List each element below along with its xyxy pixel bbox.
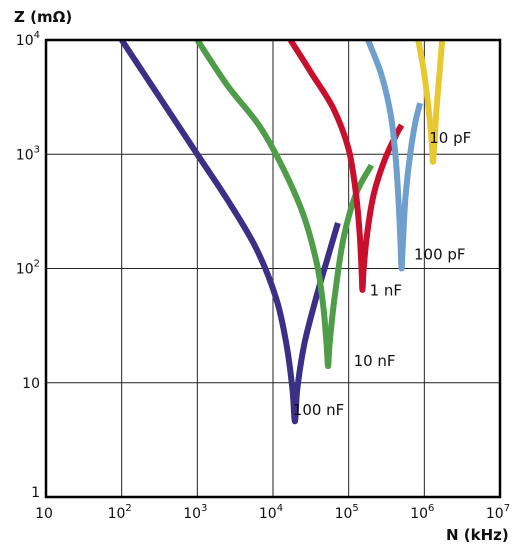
x-axis-title: N (kHz) bbox=[446, 526, 509, 544]
tick-exponent: 3 bbox=[201, 503, 207, 514]
x-tick-label: 102 bbox=[108, 503, 132, 522]
tick-base: 1 bbox=[31, 485, 40, 501]
x-tick-label: 104 bbox=[259, 503, 283, 522]
x-tick-label: 105 bbox=[335, 503, 359, 522]
x-tick-label: 103 bbox=[183, 503, 207, 522]
tick-exponent: 2 bbox=[34, 259, 40, 270]
y-tick-label: 10 bbox=[22, 376, 40, 392]
tick-base: 10 bbox=[16, 262, 34, 278]
series-label-1-nf: 1 nF bbox=[370, 282, 402, 300]
x-tick-label: 106 bbox=[410, 503, 434, 522]
plot-frame bbox=[44, 38, 502, 499]
series-label-100-pf: 100 pF bbox=[414, 245, 466, 263]
series-line-1-nf bbox=[287, 40, 405, 293]
tick-exponent: 3 bbox=[34, 144, 40, 155]
tick-exponent: 7 bbox=[504, 503, 510, 514]
tick-base: 10 bbox=[183, 506, 201, 522]
x-tick-label: 107 bbox=[486, 503, 510, 522]
series-line-10-pf bbox=[415, 40, 446, 165]
y-tick-label: 1 bbox=[31, 485, 40, 501]
series-line-10-nf bbox=[194, 40, 375, 370]
x-tick-label: 10 bbox=[35, 506, 53, 522]
tick-exponent: 2 bbox=[125, 503, 131, 514]
tick-base: 10 bbox=[486, 506, 504, 522]
grid-lines bbox=[45, 39, 501, 498]
tick-exponent: 6 bbox=[428, 503, 434, 514]
tick-base: 10 bbox=[108, 506, 126, 522]
tick-exponent: 5 bbox=[352, 503, 358, 514]
x-tick-labels: 10 102 103 104 105 106 107 bbox=[35, 503, 510, 522]
series-line-100-nf bbox=[119, 40, 341, 425]
series-line-100-pf bbox=[365, 40, 424, 272]
series-label-100-nf: 100 nF bbox=[293, 401, 345, 419]
y-axis-title: Z (mΩ) bbox=[14, 8, 72, 26]
tick-base: 10 bbox=[410, 506, 428, 522]
tick-base: 10 bbox=[35, 506, 53, 522]
y-tick-label: 103 bbox=[16, 144, 40, 163]
series-labels: 10 pF 100 pF 1 nF 10 nF 100 nF bbox=[293, 129, 471, 419]
series-curves bbox=[119, 40, 446, 425]
tick-base: 10 bbox=[16, 147, 34, 163]
y-tick-label: 104 bbox=[16, 30, 40, 49]
series-label-10-nf: 10 nF bbox=[354, 352, 396, 370]
series-label-10-pf: 10 pF bbox=[429, 129, 471, 147]
y-tick-label: 102 bbox=[16, 259, 40, 278]
tick-base: 10 bbox=[16, 33, 34, 49]
tick-exponent: 4 bbox=[34, 30, 40, 41]
tick-base: 10 bbox=[22, 376, 40, 392]
tick-exponent: 4 bbox=[277, 503, 283, 514]
tick-base: 10 bbox=[259, 506, 277, 522]
tick-base: 10 bbox=[335, 506, 353, 522]
